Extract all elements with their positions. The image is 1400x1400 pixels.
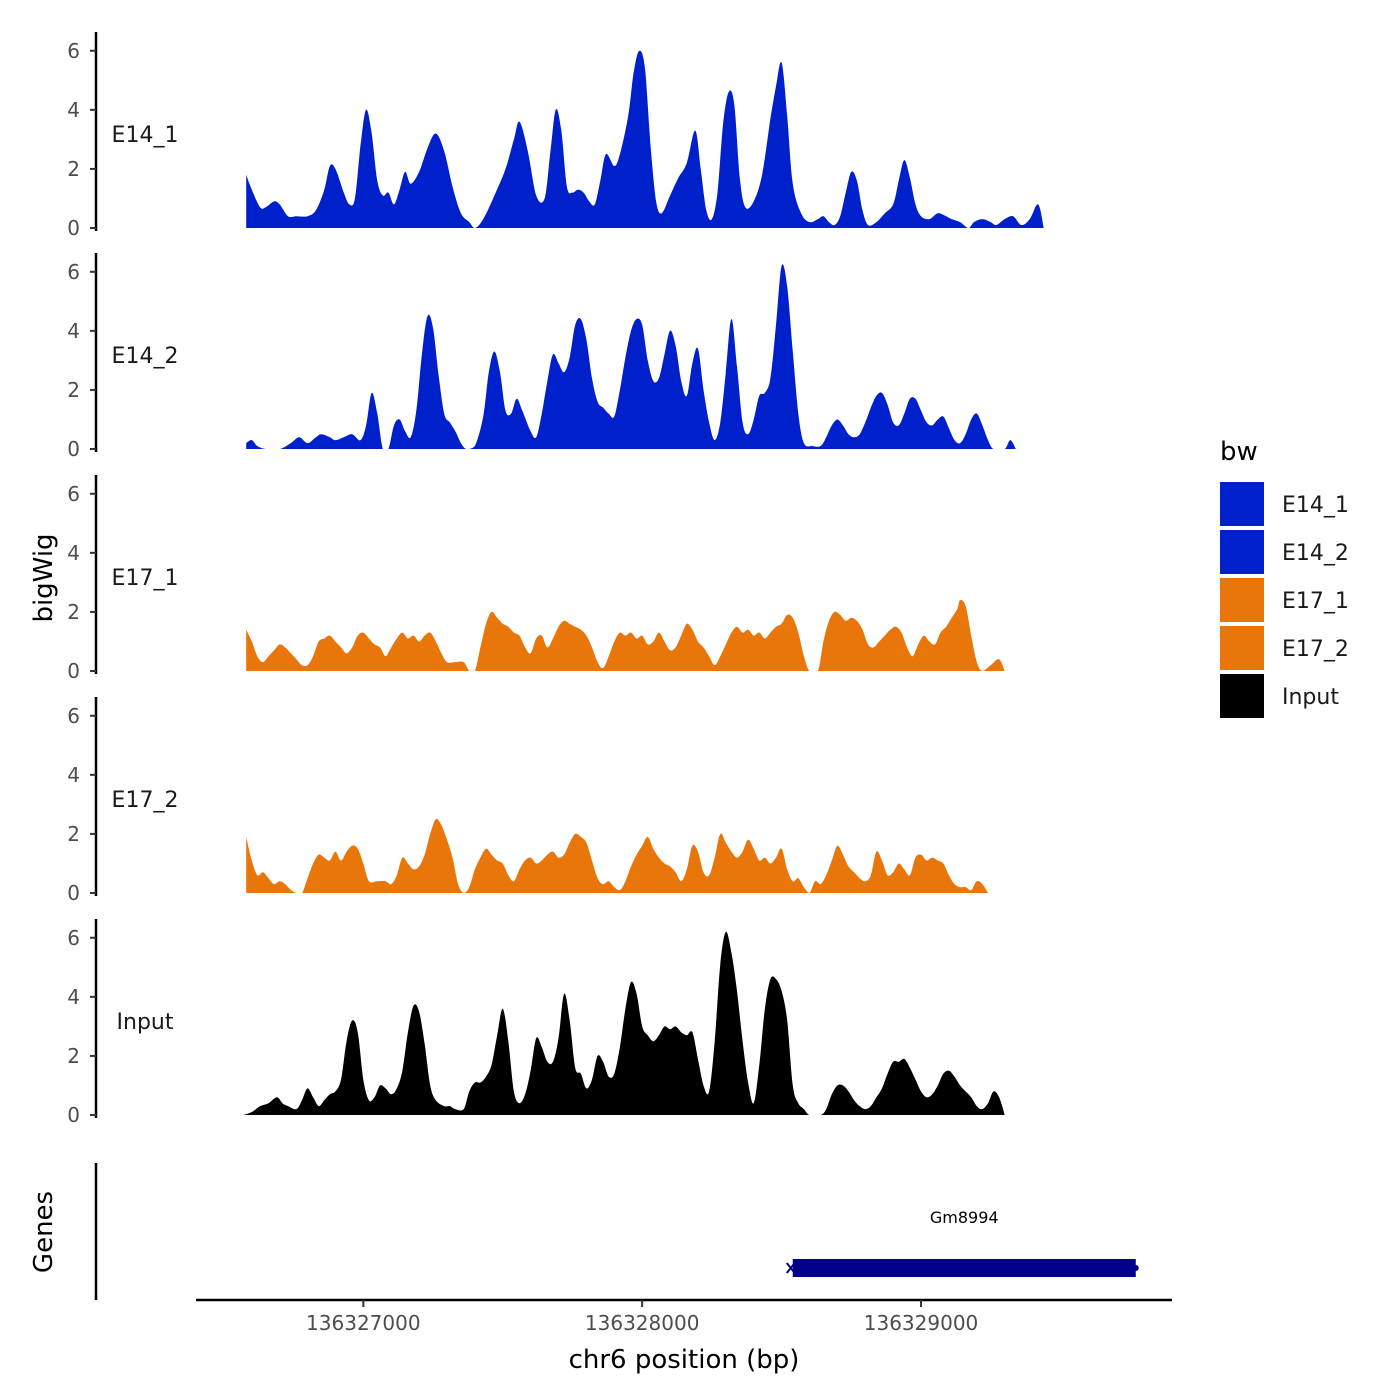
- y-tick-label: 6: [67, 260, 80, 284]
- legend-title: bw: [1220, 437, 1258, 467]
- legend-label: E17_1: [1282, 589, 1349, 614]
- y-tick-label: 6: [67, 39, 80, 63]
- legend-label: E14_1: [1282, 493, 1349, 518]
- track-input: 0 2 4 6 Input: [67, 919, 1005, 1127]
- legend-label: Input: [1282, 685, 1339, 710]
- x-axis-ticks: 136327000 136328000 136329000: [306, 1300, 978, 1335]
- gene-gm8994: Gm8994: [785, 1208, 1139, 1277]
- y-tick-label: 2: [67, 600, 80, 624]
- y-tick-label: 2: [67, 157, 80, 181]
- y-tick-label: 6: [67, 926, 80, 950]
- y-tick-label: 6: [67, 482, 80, 506]
- strand-marker: [785, 1262, 796, 1274]
- y-tick-label: 0: [67, 437, 80, 461]
- legend-swatch: [1220, 578, 1264, 622]
- gene-models: Gm8994: [785, 1208, 1139, 1277]
- y-tick-label: 4: [67, 985, 80, 1009]
- y-axis-title: bigWig: [29, 533, 59, 622]
- gene-end-marker: [1132, 1265, 1139, 1271]
- gene-body: [792, 1259, 1136, 1277]
- y-tick-label: 4: [67, 319, 80, 343]
- track-e14-1: 0 2 4 6 E14_1: [67, 32, 1044, 240]
- legend-entry: E14_1: [1220, 482, 1349, 526]
- legend-entry: E14_2: [1220, 530, 1349, 574]
- legend-label: E14_2: [1282, 541, 1349, 566]
- legend-entry: E17_2: [1220, 626, 1349, 670]
- track-e17-2: 0 2 4 6 E17_2: [67, 697, 988, 905]
- x-axis: 136327000 136328000 136329000 chr6 positio…: [196, 1298, 1172, 1375]
- x-tick-label: 136327000: [306, 1311, 421, 1335]
- legend-swatch: [1220, 482, 1264, 526]
- legend-swatch: [1220, 530, 1264, 574]
- legend-entry: E17_1: [1220, 578, 1349, 622]
- signal-area: [246, 599, 1005, 671]
- y-tick-label: 2: [67, 822, 80, 846]
- y-tick-label: 0: [67, 216, 80, 240]
- legend-swatch: [1220, 674, 1264, 718]
- y-tick-label: 0: [67, 659, 80, 683]
- track-e14-2: 0 2 4 6 E14_2: [67, 253, 1016, 461]
- signal-area: [246, 264, 1016, 449]
- signal-area: [246, 50, 1044, 228]
- track-label: E17_2: [112, 788, 179, 813]
- legend-label: E17_2: [1282, 637, 1349, 662]
- y-tick-label: 6: [67, 704, 80, 728]
- track-label: Input: [117, 1010, 174, 1035]
- genes-panel: Genes Gm8994: [29, 1163, 1139, 1300]
- y-tick-label: 4: [67, 541, 80, 565]
- signal-area: [246, 818, 988, 893]
- track-label: E14_1: [112, 123, 179, 148]
- x-axis-title: chr6 position (bp): [569, 1345, 800, 1375]
- x-tick-label: 136328000: [585, 1311, 700, 1335]
- gene-label: Gm8994: [930, 1208, 999, 1227]
- bigwig-tracks: 0 2 4 6 E14_1 0 2 4 6 E14_2 0 2 4 6 E17_1 0 2 4 6 E17_2 0 2 4 6…: [67, 32, 1044, 1127]
- y-tick-label: 2: [67, 378, 80, 402]
- track-label: E17_1: [112, 566, 179, 591]
- legend-swatch: [1220, 626, 1264, 670]
- x-tick-label: 136329000: [864, 1311, 979, 1335]
- legend: bw E14_1 E14_2 E17_1 E17_2 Input: [1220, 437, 1349, 718]
- y-tick-label: 4: [67, 763, 80, 787]
- track-label: E14_2: [112, 344, 179, 369]
- legend-entry: Input: [1220, 674, 1339, 718]
- track-e17-1: 0 2 4 6 E17_1: [67, 475, 1005, 683]
- y-tick-label: 4: [67, 98, 80, 122]
- y-tick-label: 0: [67, 1103, 80, 1127]
- y-tick-label: 2: [67, 1044, 80, 1068]
- y-tick-label: 0: [67, 881, 80, 905]
- signal-area: [243, 931, 1005, 1115]
- genes-axis-title: Genes: [29, 1191, 59, 1273]
